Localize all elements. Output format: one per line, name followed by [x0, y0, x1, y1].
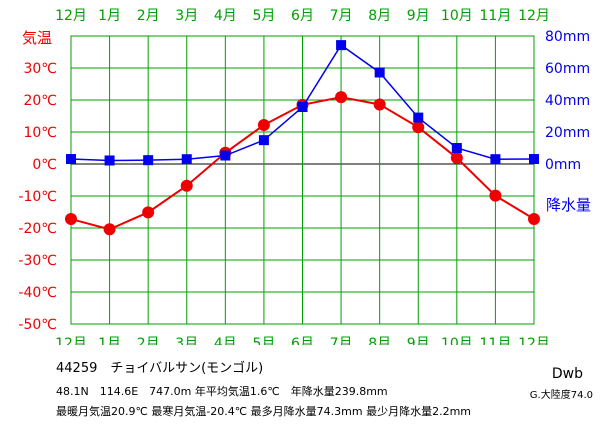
month-label-bottom: 4月 [214, 336, 237, 345]
precipitation-tick-label: 20mm [545, 125, 590, 141]
precipitation-point [336, 40, 347, 51]
month-label-top: 12月 [518, 8, 550, 24]
month-label-top: 12月 [55, 8, 87, 24]
temperature-tick-label: -10℃ [18, 189, 57, 205]
temperature-tick-label: 20℃ [23, 93, 57, 109]
month-label-bottom: 3月 [175, 336, 198, 345]
temperature-point [142, 206, 155, 219]
temperature-tick-label: -20℃ [18, 221, 57, 237]
month-label-top: 1月 [98, 8, 121, 24]
month-label-bottom: 7月 [330, 336, 353, 345]
temperature-point [180, 179, 193, 192]
temperature-tick-label: 30℃ [23, 61, 57, 77]
climate-chart: 12月 12月 1月 1月 2月 2月 3月 3月 4月 4月 5月 5月 6月 6月 7月 7月 8月 8月 9月… [18, 8, 591, 345]
precipitation-point [374, 67, 385, 78]
temperature-tick-label: -50℃ [18, 317, 57, 333]
temperature-axis-title: 気温 [22, 29, 52, 47]
month-label-top: 11月 [480, 8, 512, 24]
month-label-bottom: 12月 [55, 336, 87, 345]
temperature-point [373, 98, 386, 111]
precipitation-point [490, 154, 501, 165]
temperature-point [489, 189, 502, 202]
precipitation-point [66, 154, 76, 165]
temperature-point [257, 118, 270, 131]
month-label-bottom: 9月 [407, 336, 430, 345]
temperature-tick-label: 10℃ [23, 125, 57, 141]
month-label-bottom: 6月 [291, 336, 314, 345]
precipitation-point [181, 154, 192, 165]
precipitation-tick-label: 60mm [545, 61, 590, 77]
month-label-top: 7月 [330, 8, 353, 24]
month-label-top: 3月 [175, 8, 198, 24]
month-label-top: 2月 [137, 8, 160, 24]
precipitation-point [258, 135, 269, 146]
precipitation-tick-label: 0mm [545, 157, 581, 173]
month-label-top: 5月 [252, 8, 275, 24]
temperature-point [528, 213, 540, 226]
month-label-top: 8月 [368, 8, 391, 24]
precipitation-point [220, 150, 231, 161]
precipitation-tick-label: 80mm [545, 29, 590, 45]
month-label-top: 6月 [291, 8, 314, 24]
series [65, 40, 540, 236]
month-label-bottom: 10月 [441, 336, 473, 345]
temperature-point [65, 213, 77, 226]
precipitation-point [297, 102, 308, 113]
precipitation-point [413, 112, 424, 123]
month-label-bottom: 8月 [368, 336, 391, 345]
climate-classification: Dwb [551, 366, 583, 382]
month-label-bottom: 2月 [137, 336, 160, 345]
temperature-tick-label: -30℃ [18, 253, 57, 269]
temperature-tick-label: 0℃ [32, 157, 57, 173]
temperature-point [450, 151, 463, 164]
month-label-bottom: 5月 [252, 336, 275, 345]
axis-labels: 12月 12月 1月 1月 2月 2月 3月 3月 4月 4月 5月 5月 6月 6月 7月 7月 8月 8月 9月… [18, 8, 591, 345]
precipitation-axis-title: 降水量 [546, 196, 591, 214]
temperature-point [412, 121, 425, 134]
month-label-top: 9月 [407, 8, 430, 24]
month-label-top: 4月 [214, 8, 237, 24]
temperature-point [335, 91, 348, 104]
temperature-point [103, 223, 116, 236]
month-label-bottom: 12月 [518, 336, 550, 345]
continentality-index: G.大陸度74.0 [529, 390, 593, 401]
grid [70, 35, 535, 325]
month-label-bottom: 1月 [98, 336, 121, 345]
precipitation-point [451, 143, 462, 153]
month-label-top: 10月 [441, 8, 473, 24]
precipitation-tick-label: 40mm [545, 93, 590, 109]
precipitation-point [104, 155, 115, 166]
station-name: 44259 チョイバルサン(モンゴル) [56, 361, 264, 376]
station-summary-line1: 48.1N 114.6E 747.0m 年平均気温1.6℃ 年降水量239.8m… [56, 385, 388, 398]
precipitation-point [529, 154, 539, 165]
station-summary-line2: 最暖月気温20.9℃ 最寒月気温-20.4℃ 最多月降水量74.3mm 最少月降… [56, 405, 471, 418]
temperature-tick-label: -40℃ [18, 285, 57, 301]
precipitation-point [143, 155, 154, 166]
month-label-bottom: 11月 [480, 336, 512, 345]
